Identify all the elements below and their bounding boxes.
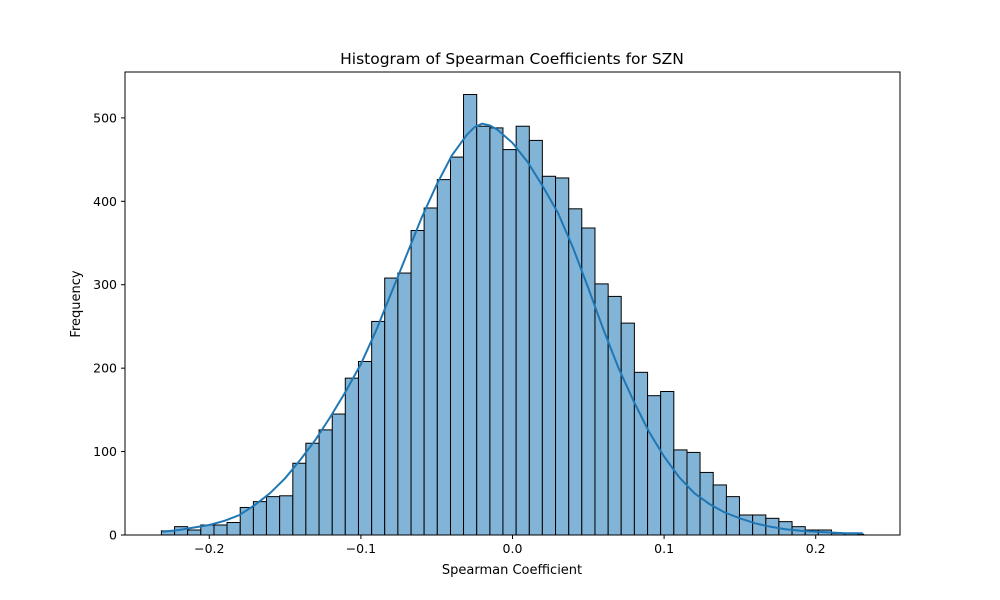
y-axis-label: Frequency <box>69 270 84 337</box>
histogram-bar <box>541 175 557 536</box>
histogram-bar <box>699 471 714 536</box>
x-axis-label: Spearman Coefficient <box>442 563 582 578</box>
histogram-bar <box>449 156 465 536</box>
histogram-bar <box>239 506 254 536</box>
y-tick-label: 200 <box>93 361 117 376</box>
histogram-bar <box>607 295 622 536</box>
histogram-bar <box>252 501 267 536</box>
histogram-bar <box>410 230 425 536</box>
histogram-bar <box>594 283 609 536</box>
histogram-bar <box>371 320 386 536</box>
histogram-bar <box>423 207 438 536</box>
histogram-bar <box>568 208 583 536</box>
histogram-bar <box>265 496 281 536</box>
histogram-bar <box>331 413 346 536</box>
x-tick-label: −0.1 <box>346 541 376 556</box>
histogram-bar <box>502 149 517 536</box>
histogram-bar <box>463 94 478 536</box>
histogram-bar <box>673 449 688 536</box>
histogram-bar <box>384 277 399 536</box>
histogram-bar <box>660 391 675 536</box>
plot-frame <box>124 71 901 536</box>
histogram-bar <box>213 524 228 536</box>
y-axis-ticks: 0 100 200 300 400 500 <box>93 110 125 543</box>
histogram-bar <box>279 495 294 536</box>
x-axis-ticks: −0.2 −0.1 0.0 0.1 0.2 <box>194 535 826 556</box>
histogram-bar <box>397 272 412 536</box>
y-tick-label: 500 <box>93 110 117 125</box>
y-tick-label: 300 <box>93 277 117 292</box>
histogram-bar <box>292 462 307 536</box>
x-tick-label: 0.2 <box>806 541 826 556</box>
histogram-bar <box>357 360 373 536</box>
histogram-bar <box>305 442 320 536</box>
histogram-bar <box>620 322 635 536</box>
histogram-bar <box>476 125 491 536</box>
x-tick-label: −0.2 <box>194 541 224 556</box>
histogram-bar <box>489 127 504 536</box>
histogram-bar <box>226 521 241 536</box>
kde-curve <box>162 122 863 535</box>
histogram-bar <box>647 395 662 536</box>
histogram-bar <box>318 429 333 536</box>
y-tick-label: 400 <box>93 194 117 209</box>
y-tick-label: 100 <box>93 444 117 459</box>
histogram-bar <box>344 377 359 536</box>
x-tick-label: 0.1 <box>654 541 674 556</box>
chart-title: Histogram of Spearman Coefficients for S… <box>340 50 684 68</box>
histogram-bar <box>633 371 649 536</box>
x-tick-label: 0.0 <box>503 541 523 556</box>
histogram-bar <box>187 529 202 536</box>
histogram-bars <box>160 94 865 536</box>
histogram-bar <box>528 139 543 536</box>
histogram-bar <box>515 125 530 536</box>
y-tick-label: 0 <box>109 528 117 543</box>
histogram-bar <box>436 179 451 536</box>
